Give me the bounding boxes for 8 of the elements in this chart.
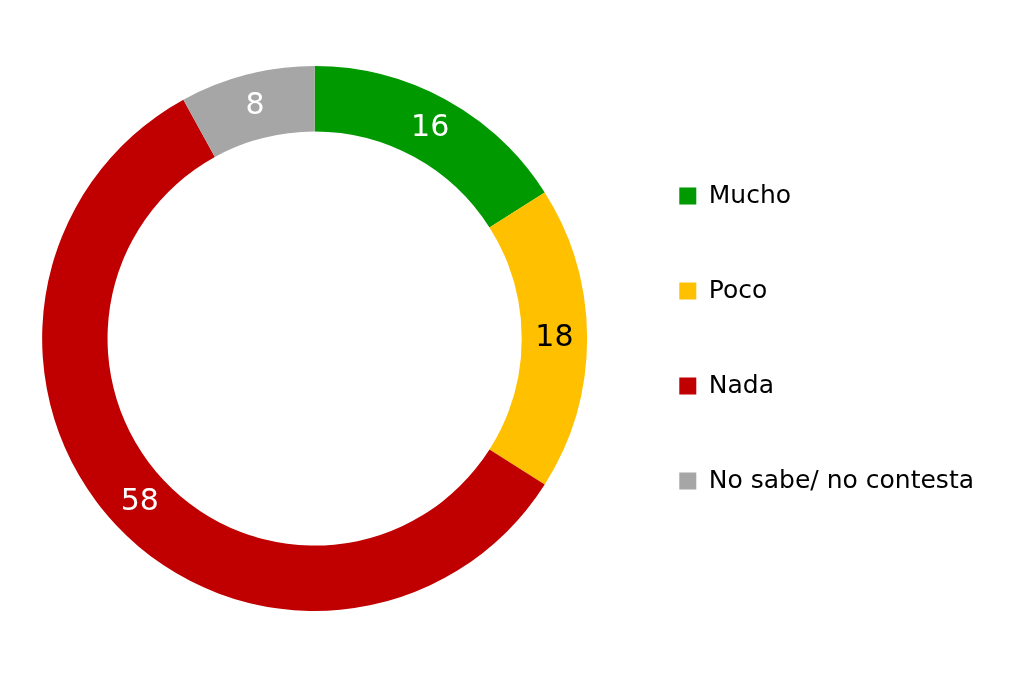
legend-label: Nada: [708, 369, 775, 399]
legend-label: Mucho: [708, 179, 792, 209]
legend-label: No sabe/ no contesta: [708, 464, 975, 494]
data-label: 16: [411, 108, 450, 144]
data-label: 18: [535, 318, 574, 354]
legend-label: Poco: [708, 274, 768, 304]
data-label: 8: [245, 86, 265, 122]
data-label: 58: [120, 482, 159, 518]
